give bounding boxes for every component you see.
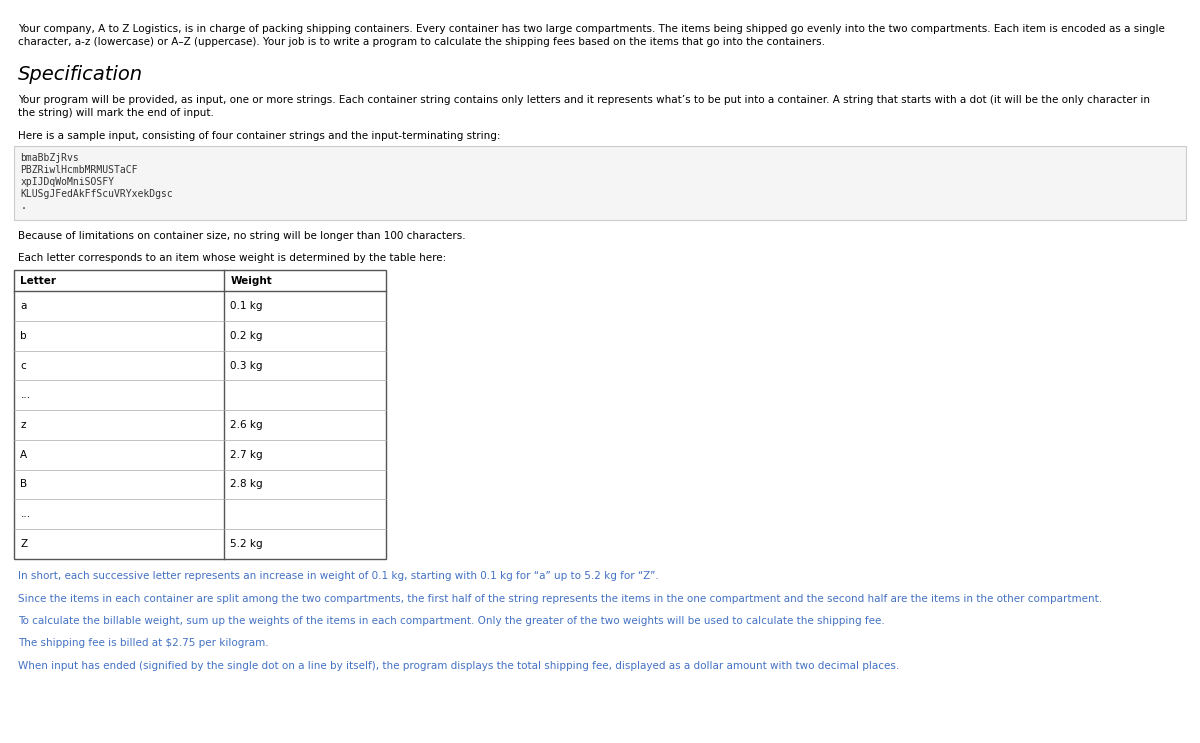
Text: .: . — [20, 201, 26, 210]
Text: Each letter corresponds to an item whose weight is determined by the table here:: Each letter corresponds to an item whose… — [18, 253, 446, 263]
Text: To calculate the billable weight, sum up the weights of the items in each compar: To calculate the billable weight, sum up… — [18, 616, 884, 626]
Text: Your company, A to Z Logistics, is in charge of packing shipping containers. Eve: Your company, A to Z Logistics, is in ch… — [18, 24, 1165, 33]
Text: The shipping fee is billed at $2.75 per kilogram.: The shipping fee is billed at $2.75 per … — [18, 638, 269, 648]
Text: 2.8 kg: 2.8 kg — [230, 479, 263, 490]
Text: ...: ... — [20, 509, 30, 519]
Text: 0.2 kg: 0.2 kg — [230, 331, 263, 341]
Text: ...: ... — [20, 390, 30, 400]
Text: In short, each successive letter represents an increase in weight of 0.1 kg, sta: In short, each successive letter represe… — [18, 571, 659, 581]
Text: When input has ended (signified by the single dot on a line by itself), the prog: When input has ended (signified by the s… — [18, 661, 899, 670]
Text: Here is a sample input, consisting of four container strings and the input-termi: Here is a sample input, consisting of fo… — [18, 131, 500, 140]
Text: 0.1 kg: 0.1 kg — [230, 301, 263, 311]
Text: B: B — [20, 479, 28, 490]
Text: Letter: Letter — [20, 276, 56, 286]
Text: Specification: Specification — [18, 65, 143, 85]
Text: Your program will be provided, as input, one or more strings. Each container str: Your program will be provided, as input,… — [18, 95, 1150, 105]
Text: KLUSgJFedAkFfScuVRYxekDgsc: KLUSgJFedAkFfScuVRYxekDgsc — [20, 189, 173, 198]
Text: 2.7 kg: 2.7 kg — [230, 450, 263, 460]
Text: 5.2 kg: 5.2 kg — [230, 539, 263, 549]
Text: character, a-z (lowercase) or A–Z (uppercase). Your job is to write a program to: character, a-z (lowercase) or A–Z (upper… — [18, 37, 826, 47]
Text: xpIJDqWoMniSOSFY: xpIJDqWoMniSOSFY — [20, 177, 114, 186]
Text: 2.6 kg: 2.6 kg — [230, 420, 263, 430]
Text: a: a — [20, 301, 26, 311]
Text: A: A — [20, 450, 28, 460]
Text: Since the items in each container are split among the two compartments, the firs: Since the items in each container are sp… — [18, 594, 1102, 603]
Text: bmaBbZjRvs: bmaBbZjRvs — [20, 153, 79, 163]
Text: Weight: Weight — [230, 276, 272, 286]
Text: Because of limitations on container size, no string will be longer than 100 char: Because of limitations on container size… — [18, 231, 466, 241]
Text: z: z — [20, 420, 26, 430]
Text: 0.3 kg: 0.3 kg — [230, 360, 263, 371]
Bar — [14, 270, 386, 559]
Text: PBZRiwlHcmbMRMUSTaCF: PBZRiwlHcmbMRMUSTaCF — [20, 165, 138, 175]
Text: b: b — [20, 331, 28, 341]
Text: c: c — [20, 360, 26, 371]
Text: Z: Z — [20, 539, 28, 549]
Text: the string) will mark the end of input.: the string) will mark the end of input. — [18, 108, 214, 118]
FancyBboxPatch shape — [14, 146, 1186, 220]
